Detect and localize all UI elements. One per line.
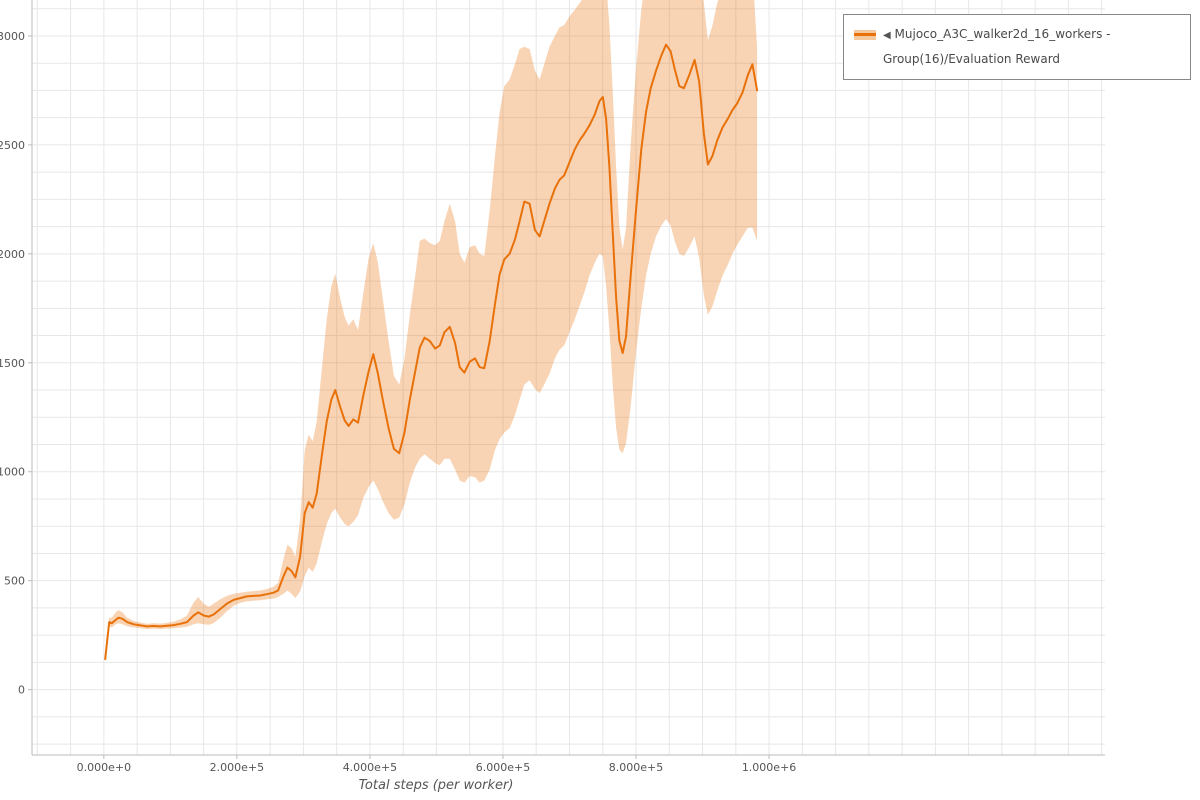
legend-entry-label: Mujoco_A3C_walker2d_16_workers - Group(1… xyxy=(883,27,1111,67)
x-tick-label: 1.000e+6 xyxy=(742,761,796,774)
y-tick-label: 2000 xyxy=(0,248,25,261)
series-group xyxy=(104,0,759,662)
x-tick-label: 4.000e+5 xyxy=(343,761,397,774)
grid xyxy=(32,0,1105,755)
legend-entry[interactable]: ◀ Mujoco_A3C_walker2d_16_workers - Group… xyxy=(883,22,1180,72)
y-tick-label: 500 xyxy=(4,575,25,588)
x-tick-label: 6.000e+5 xyxy=(476,761,530,774)
y-tick-label: 2500 xyxy=(0,139,25,152)
legend[interactable]: ◀ Mujoco_A3C_walker2d_16_workers - Group… xyxy=(843,14,1191,81)
series-swatch-icon xyxy=(854,30,876,40)
x-axis-title: Total steps (per worker) xyxy=(358,778,514,793)
axis-ticks xyxy=(28,35,770,759)
y-tick-label: 3000 xyxy=(0,30,25,43)
y-tick-label: 0 xyxy=(18,684,25,697)
tick-labels: 0.000e+0 2.000e+5 4.000e+5 6.000e+5 8.000e+5… xyxy=(0,30,796,774)
mean-line xyxy=(104,43,759,661)
confidence-band xyxy=(105,0,758,662)
x-tick-label: 8.000e+5 xyxy=(609,761,663,774)
legend-collapse-icon[interactable]: ◀ xyxy=(883,30,891,41)
y-tick-label: 1500 xyxy=(0,357,25,370)
axis-spines xyxy=(31,0,1105,756)
x-tick-label: 0.000e+0 xyxy=(77,761,131,774)
x-tick-label: 2.000e+5 xyxy=(210,761,264,774)
y-tick-label: 1000 xyxy=(0,466,25,479)
